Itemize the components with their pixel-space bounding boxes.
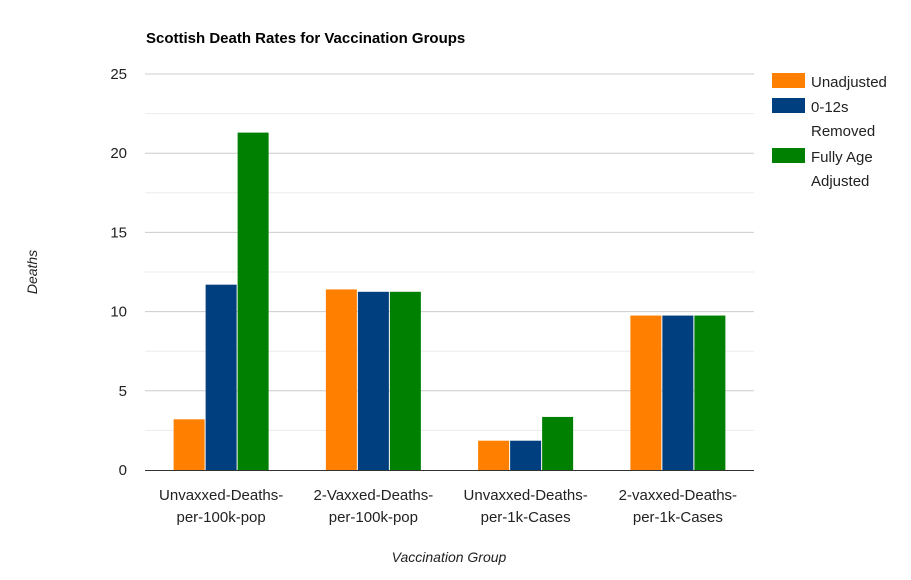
bar xyxy=(205,284,237,470)
bar xyxy=(694,315,726,470)
legend-swatch xyxy=(772,148,805,163)
legend-label: Unadjusted xyxy=(811,74,887,91)
y-tick-label: 0 xyxy=(119,462,127,479)
x-category-label: 2-vaxxed-Deaths- xyxy=(619,487,737,504)
legend-label: Removed xyxy=(811,123,875,140)
bar xyxy=(389,291,421,470)
bar xyxy=(237,132,269,470)
x-category-label: per-100k-pop xyxy=(177,509,266,526)
x-axis-categories: Unvaxxed-Deaths-per-100k-pop 2-Vaxxed-Dea… xyxy=(159,487,737,526)
x-category-label: per-100k-pop xyxy=(329,509,418,526)
bar xyxy=(478,440,510,470)
x-category-label: per-1k-Cases xyxy=(633,509,723,526)
legend-label: 0-12s xyxy=(811,99,849,116)
bar xyxy=(510,440,542,470)
x-category-label: 2-Vaxxed-Deaths- xyxy=(313,487,433,504)
y-axis-title: Deaths xyxy=(24,250,40,294)
bar xyxy=(662,315,694,470)
legend-swatch xyxy=(772,73,805,88)
chart-title: Scottish Death Rates for Vaccination Gro… xyxy=(146,30,465,47)
x-axis-title: Vaccination Group xyxy=(392,549,507,565)
bar xyxy=(173,419,205,470)
legend-swatch xyxy=(772,98,805,113)
y-tick-label: 25 xyxy=(110,66,127,83)
x-category-label: Unvaxxed-Deaths- xyxy=(464,487,588,504)
y-tick-label: 20 xyxy=(110,145,127,162)
bar xyxy=(630,315,662,470)
legend-label: Adjusted xyxy=(811,173,869,190)
y-axis-ticks: 0 5 10 15 20 25 xyxy=(110,66,127,479)
legend-label: Fully Age xyxy=(811,149,873,166)
bars xyxy=(173,132,726,470)
bar xyxy=(542,416,574,470)
y-tick-label: 15 xyxy=(110,224,127,241)
y-tick-label: 10 xyxy=(110,304,127,321)
y-tick-label: 5 xyxy=(119,383,127,400)
x-category-label: Unvaxxed-Deaths- xyxy=(159,487,283,504)
bar xyxy=(357,291,389,470)
legend: Unadjusted 0-12s Removed Fully Age Adjusted xyxy=(772,73,887,190)
x-category-label: per-1k-Cases xyxy=(481,509,571,526)
bar xyxy=(325,289,357,470)
